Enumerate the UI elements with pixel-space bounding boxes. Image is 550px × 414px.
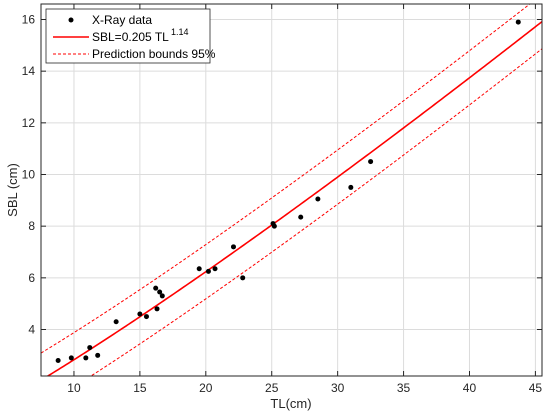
y-tick-label: 12 [22, 116, 36, 130]
data-point [143, 314, 149, 320]
y-tick-label: 4 [28, 323, 35, 337]
data-point [153, 285, 159, 291]
data-point [196, 266, 202, 272]
x-tick-label: 25 [265, 381, 279, 395]
y-tick-label: 10 [22, 168, 36, 182]
data-point [271, 223, 277, 229]
curves [41, 4, 542, 376]
x-axis-label: TL(cm) [270, 396, 311, 411]
y-tick-labels: 4 6 8 10 12 14 16 [22, 13, 36, 337]
x-tick-label: 45 [529, 381, 543, 395]
y-axis-label: SBL (cm) [5, 163, 20, 217]
plot-frame [40, 3, 543, 377]
plot-area [41, 4, 542, 376]
legend-bounds-label: Prediction bounds 95% [92, 47, 216, 61]
legend-points-marker [68, 17, 74, 23]
upper-prediction-bound [41, 4, 531, 354]
data-points [55, 19, 521, 363]
data-point [83, 355, 89, 361]
data-point [315, 196, 321, 202]
x-tick-labels: 10 15 20 25 30 35 40 45 [67, 381, 542, 395]
data-point [240, 275, 246, 281]
data-point [137, 311, 143, 317]
x-tick-label: 35 [397, 381, 411, 395]
x-tick-label: 20 [199, 381, 213, 395]
data-point [205, 268, 211, 274]
y-tick-label: 8 [28, 219, 35, 233]
lower-prediction-bound [90, 48, 542, 376]
data-point [55, 358, 61, 363]
legend-fit-exponent: 1.14 [171, 27, 189, 37]
data-point [154, 306, 160, 312]
data-point [298, 214, 304, 220]
data-point [87, 345, 93, 351]
data-point [348, 184, 354, 190]
legend-points-label: X-Ray data [92, 13, 152, 27]
data-point [68, 355, 74, 361]
legend-box [45, 8, 211, 64]
data-point [157, 289, 163, 295]
data-point [113, 319, 119, 325]
x-tick-label: 30 [331, 381, 345, 395]
grid [41, 4, 542, 376]
y-tick-label: 16 [22, 13, 36, 27]
x-tick-label: 40 [463, 381, 477, 395]
y-tick-label: 14 [22, 64, 36, 78]
data-point [368, 159, 374, 165]
ticks [41, 4, 542, 376]
data-point [212, 266, 218, 272]
y-tick-label: 6 [28, 271, 35, 285]
x-tick-label: 10 [67, 381, 81, 395]
data-point [230, 244, 236, 250]
fit-line [46, 20, 542, 376]
data-point [95, 352, 101, 358]
data-point [159, 293, 165, 299]
x-tick-label: 15 [133, 381, 147, 395]
legend: X-Ray data SBL=0.205 TL 1.14 Prediction … [45, 8, 216, 64]
legend-fit-label: SBL=0.205 TL [92, 30, 169, 44]
data-point [515, 19, 521, 25]
